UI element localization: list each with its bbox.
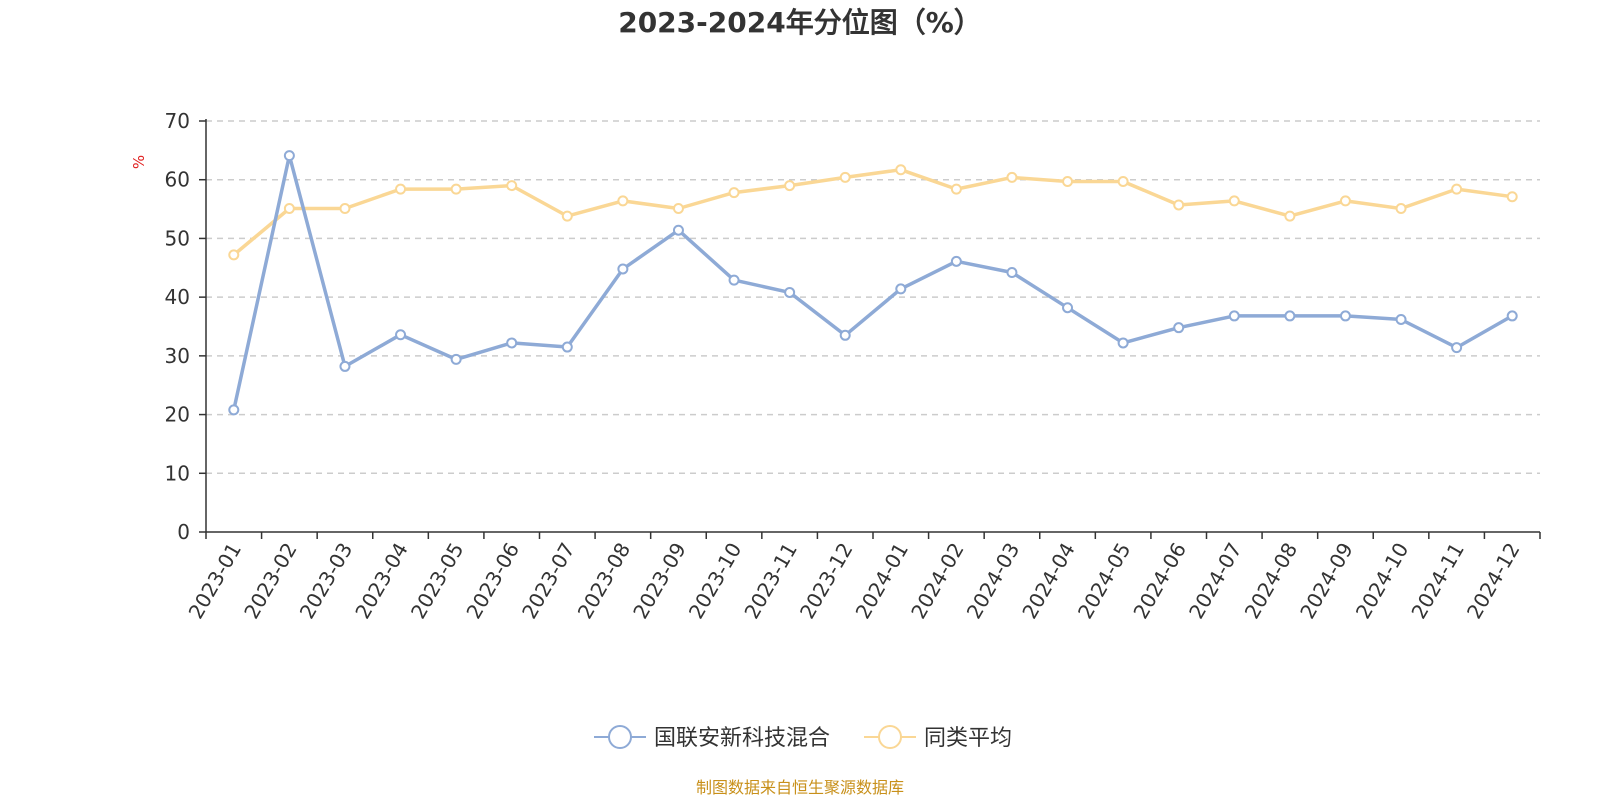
y-tick-label: 50 bbox=[165, 226, 190, 250]
data-point-series0 bbox=[839, 329, 851, 341]
data-point-series0 bbox=[450, 353, 462, 365]
x-tick-label: 2024-01 bbox=[851, 539, 914, 623]
y-tick-label: 30 bbox=[165, 344, 190, 368]
x-tick-label: 2023-10 bbox=[684, 539, 747, 623]
x-tick-label: 2024-05 bbox=[1073, 539, 1136, 623]
data-point-series0 bbox=[617, 263, 629, 275]
data-point-series1 bbox=[950, 183, 962, 195]
x-tick-label: 2023-03 bbox=[295, 539, 358, 623]
legend-marker-icon bbox=[608, 725, 632, 749]
data-point-series0 bbox=[895, 283, 907, 295]
data-point-series0 bbox=[395, 329, 407, 341]
x-tick-label: 2024-09 bbox=[1295, 539, 1358, 623]
data-point-series1 bbox=[561, 210, 573, 222]
data-point-series1 bbox=[395, 183, 407, 195]
data-point-series0 bbox=[1117, 337, 1129, 349]
data-point-series0 bbox=[672, 224, 684, 236]
data-point-series0 bbox=[1339, 310, 1351, 322]
x-tick-label: 2024-06 bbox=[1128, 539, 1191, 623]
x-tick-label: 2024-10 bbox=[1351, 539, 1414, 623]
data-point-series1 bbox=[1506, 191, 1518, 203]
data-point-series1 bbox=[1062, 175, 1074, 187]
data-point-series0 bbox=[339, 360, 351, 372]
data-point-series0 bbox=[728, 274, 740, 286]
legend-label: 同类平均 bbox=[924, 726, 1012, 751]
data-point-series0 bbox=[1228, 310, 1240, 322]
data-point-series0 bbox=[561, 341, 573, 353]
data-point-series1 bbox=[1228, 195, 1240, 207]
data-point-series1 bbox=[784, 180, 796, 192]
grid-lines bbox=[206, 120, 1540, 475]
y-tick-label: 0 bbox=[177, 520, 190, 544]
x-tick-label: 2023-04 bbox=[350, 539, 413, 623]
legend-marker-icon bbox=[878, 725, 902, 749]
y-tick-labels: 0 10 20 30 40 50 60 70 bbox=[165, 109, 190, 544]
x-tick-label: 2023-09 bbox=[628, 539, 691, 623]
data-point-series0 bbox=[1451, 342, 1463, 354]
legend-item-0[interactable]: 国联安新科技混合 bbox=[594, 725, 830, 751]
x-tick-label: 2024-07 bbox=[1184, 539, 1247, 623]
x-tick-label: 2023-11 bbox=[739, 539, 802, 623]
x-tick-label: 2023-05 bbox=[406, 539, 469, 623]
chart-title: 2023-2024年分位图（%） bbox=[618, 6, 982, 39]
x-tick-label: 2023-06 bbox=[461, 539, 524, 623]
data-point-series1 bbox=[506, 180, 518, 192]
data-source-note: 制图数据来自恒生聚源数据库 bbox=[696, 778, 904, 797]
x-tick-label: 2024-11 bbox=[1406, 539, 1469, 623]
data-point-series1 bbox=[339, 202, 351, 214]
x-tick-label: 2024-03 bbox=[962, 539, 1025, 623]
data-point-series1 bbox=[450, 183, 462, 195]
x-tick-label: 2024-04 bbox=[1017, 539, 1080, 623]
data-point-series0 bbox=[283, 150, 295, 162]
y-tick-label: 10 bbox=[165, 461, 190, 485]
data-point-series0 bbox=[228, 404, 240, 416]
y-tick-label: 40 bbox=[165, 285, 190, 309]
legend[interactable]: 国联安新科技混合 同类平均 bbox=[594, 725, 1012, 751]
x-tick-label: 2024-02 bbox=[906, 539, 969, 623]
x-tick-label: 2023-02 bbox=[239, 539, 302, 623]
data-point-series0 bbox=[506, 337, 518, 349]
x-tick-label: 2024-12 bbox=[1462, 539, 1525, 623]
x-tick-label: 2023-07 bbox=[517, 539, 580, 623]
data-point-series1 bbox=[895, 164, 907, 176]
legend-item-1[interactable]: 同类平均 bbox=[864, 725, 1012, 751]
x-tick-labels: 2023-012023-022023-032023-042023-052023-… bbox=[184, 539, 1525, 623]
data-point-series1 bbox=[283, 202, 295, 214]
data-point-series1 bbox=[1117, 175, 1129, 187]
data-point-series0 bbox=[1284, 310, 1296, 322]
x-tick-label: 2024-08 bbox=[1240, 539, 1303, 623]
x-tick-label: 2023-01 bbox=[184, 539, 247, 623]
data-point-series0 bbox=[1506, 310, 1518, 322]
y-tick-label: 70 bbox=[165, 109, 190, 133]
axes bbox=[199, 119, 1541, 539]
data-point-series1 bbox=[1339, 195, 1351, 207]
data-point-series1 bbox=[672, 202, 684, 214]
y-tick-label: 60 bbox=[165, 168, 190, 192]
series-line-1 bbox=[232, 167, 1513, 257]
data-point-series1 bbox=[1173, 199, 1185, 211]
data-point-series0 bbox=[1062, 302, 1074, 314]
plot-area bbox=[228, 150, 1518, 416]
legend-label: 国联安新科技混合 bbox=[654, 726, 830, 751]
data-point-series1 bbox=[728, 187, 740, 199]
data-point-series0 bbox=[784, 286, 796, 298]
data-point-series1 bbox=[1395, 202, 1407, 214]
x-tick-label: 2023-12 bbox=[795, 539, 858, 623]
data-point-series1 bbox=[1451, 183, 1463, 195]
data-point-series0 bbox=[1173, 322, 1185, 334]
data-point-series0 bbox=[1395, 313, 1407, 325]
data-point-series1 bbox=[839, 171, 851, 183]
series-line-0 bbox=[232, 153, 1514, 411]
data-point-series1 bbox=[617, 195, 629, 207]
data-point-series1 bbox=[1284, 210, 1296, 222]
data-point-series1 bbox=[228, 249, 240, 261]
y-axis-unit: % bbox=[130, 155, 148, 169]
y-tick-label: 20 bbox=[165, 403, 190, 427]
x-tick-label: 2023-08 bbox=[573, 539, 636, 623]
data-point-series0 bbox=[1006, 266, 1018, 278]
data-point-series1 bbox=[1006, 171, 1018, 183]
data-point-series0 bbox=[950, 255, 962, 267]
